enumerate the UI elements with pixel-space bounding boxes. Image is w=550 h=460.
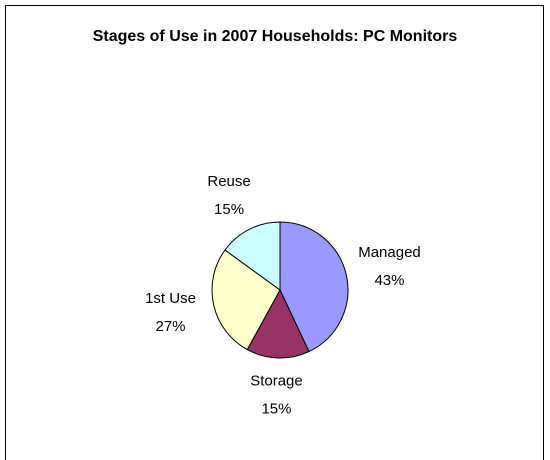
slice-value-label: 15% xyxy=(261,400,291,417)
slice-value-label: 27% xyxy=(155,318,185,335)
chart-title: Stages of Use in 2007 Households: PC Mon… xyxy=(92,28,458,45)
pie-slice xyxy=(211,249,281,351)
pie-slice xyxy=(224,221,281,291)
slice-label: Storage xyxy=(250,372,303,389)
chart-frame xyxy=(5,5,544,460)
slice-value-label: 43% xyxy=(374,272,404,289)
slice-label: Reuse xyxy=(207,173,250,190)
pie-slice xyxy=(246,288,310,359)
slice-label: Managed xyxy=(358,244,421,261)
pie-slice xyxy=(279,221,349,353)
slice-label: 1st Use xyxy=(145,290,196,307)
slice-value-label: 15% xyxy=(214,201,244,218)
